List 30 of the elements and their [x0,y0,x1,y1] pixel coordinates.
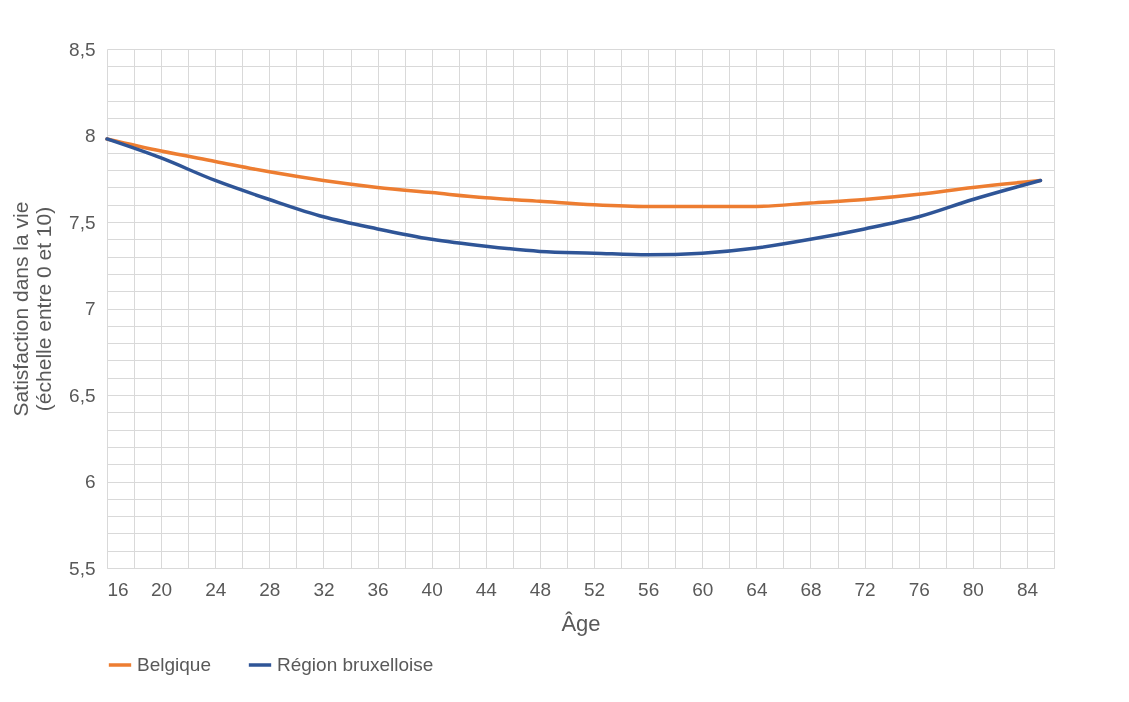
x-tick-label: 60 [692,578,714,600]
x-tick-label: 56 [638,578,660,600]
y-tick-label: 7,5 [69,211,96,233]
x-tick-label: 40 [421,578,443,600]
line-series [105,137,1043,257]
x-tick-label: 28 [259,578,281,600]
x-tick-label: 68 [800,578,822,600]
legend-label: Région bruxelloise [277,654,434,675]
y-tick-label: 7 [84,298,96,319]
legend-label: Belgique [137,654,211,675]
y-tick-label: 8,5 [69,38,96,60]
x-tick-label: 48 [529,578,551,600]
y-tick-label: 5,5 [69,557,96,579]
x-tick-label: 20 [151,578,173,600]
x-tick-label: 80 [962,578,984,600]
x-tick-label: 32 [313,578,335,600]
x-tick-label: 44 [475,578,498,600]
x-tick-label: 36 [367,578,389,600]
y-axis-title: Satisfaction dans la vie (échelle entre 0 et 10) [9,201,56,417]
x-tick-label: 84 [1016,578,1039,600]
y-tick-label: 6,5 [69,384,96,406]
x-axis-title: Âge [561,610,601,636]
x-tick-label: 64 [746,578,768,600]
x-tick-label: 52 [583,578,606,600]
x-tick-label: 76 [908,578,930,600]
y-tick-label: 6 [84,471,96,492]
x-tick-label: 72 [854,578,876,600]
x-tick-label: 24 [205,578,227,600]
y-tick-label: 8 [84,125,96,146]
x-tick-label: 16 [107,578,129,600]
